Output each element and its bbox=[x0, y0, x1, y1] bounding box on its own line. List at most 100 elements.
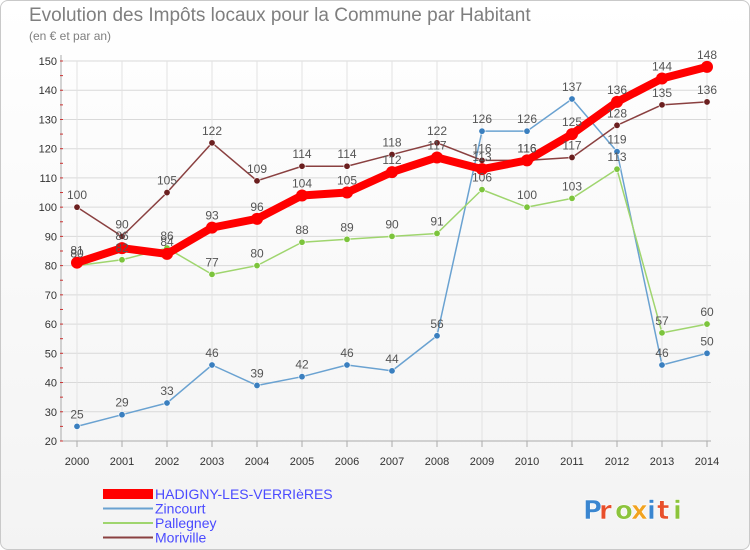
data-point bbox=[613, 165, 621, 173]
data-label: 89 bbox=[340, 220, 354, 234]
y-tick-label: 90 bbox=[45, 231, 57, 243]
data-point bbox=[118, 232, 126, 240]
y-tick-label: 140 bbox=[39, 85, 57, 97]
y-tick-label: 120 bbox=[39, 144, 57, 156]
logo-letter: t bbox=[657, 496, 669, 526]
data-label: 114 bbox=[337, 147, 356, 161]
data-point bbox=[523, 127, 531, 135]
data-point bbox=[658, 101, 666, 109]
data-point bbox=[613, 121, 621, 129]
legend-item: Pallegney bbox=[103, 515, 217, 531]
data-label: 100 bbox=[517, 188, 537, 202]
data-point bbox=[656, 72, 668, 85]
y-tick-label: 130 bbox=[39, 114, 57, 126]
data-label: 81 bbox=[70, 244, 84, 258]
y-tick-label: 30 bbox=[45, 407, 57, 419]
data-point bbox=[658, 361, 666, 369]
data-label: 44 bbox=[385, 352, 399, 366]
legend-label: Pallegney bbox=[155, 515, 217, 531]
data-point bbox=[298, 238, 306, 246]
data-label: 60 bbox=[700, 305, 714, 319]
data-point bbox=[116, 242, 128, 255]
data-label: 126 bbox=[472, 112, 492, 126]
data-label: 117 bbox=[427, 138, 446, 152]
data-label: 77 bbox=[205, 255, 219, 269]
data-label: 91 bbox=[430, 214, 444, 228]
data-point bbox=[703, 349, 711, 357]
data-label: 137 bbox=[562, 80, 582, 94]
data-point bbox=[388, 367, 396, 375]
data-point bbox=[478, 186, 486, 194]
data-label: 57 bbox=[655, 314, 669, 328]
data-label: 112 bbox=[382, 153, 401, 167]
x-tick-label: 2014 bbox=[695, 456, 719, 468]
legend-item: Moriville bbox=[103, 530, 207, 546]
data-point bbox=[568, 153, 576, 161]
y-tick-label: 40 bbox=[45, 378, 57, 390]
y-tick-label: 70 bbox=[45, 290, 57, 302]
y-tick-label: 50 bbox=[45, 348, 57, 360]
data-label: 116 bbox=[517, 141, 536, 155]
y-tick-label: 150 bbox=[39, 56, 57, 68]
data-point bbox=[343, 235, 351, 243]
data-point bbox=[431, 151, 443, 164]
data-point bbox=[478, 127, 486, 135]
data-label: 56 bbox=[430, 317, 444, 331]
data-point bbox=[208, 361, 216, 369]
data-label: 82 bbox=[115, 241, 129, 255]
data-label: 33 bbox=[160, 384, 174, 398]
data-point bbox=[658, 329, 666, 337]
x-tick-label: 2000 bbox=[65, 456, 89, 468]
x-tick-label: 2012 bbox=[605, 456, 629, 468]
y-tick-label: 20 bbox=[45, 436, 57, 448]
data-label: 113 bbox=[607, 150, 626, 164]
data-point bbox=[253, 381, 261, 389]
logo-letter: i bbox=[673, 496, 682, 526]
data-point bbox=[118, 256, 126, 264]
data-point bbox=[568, 95, 576, 103]
data-point bbox=[701, 60, 713, 73]
data-point bbox=[161, 247, 173, 260]
data-label: 122 bbox=[427, 124, 447, 138]
data-label: 106 bbox=[472, 171, 492, 185]
data-point bbox=[73, 422, 81, 430]
x-tick-label: 2008 bbox=[425, 456, 449, 468]
legend-label: Zincourt bbox=[155, 501, 206, 517]
data-point bbox=[433, 332, 441, 340]
data-label: 105 bbox=[337, 174, 357, 188]
x-tick-label: 2007 bbox=[380, 456, 404, 468]
series-moriville bbox=[73, 98, 711, 240]
series-hadigny-les-verri-res bbox=[71, 60, 713, 269]
data-point bbox=[613, 148, 621, 156]
data-label: 103 bbox=[562, 179, 582, 193]
data-label: 148 bbox=[697, 48, 717, 62]
data-label: 46 bbox=[655, 346, 669, 360]
grid-lines bbox=[61, 60, 711, 442]
data-label: 80 bbox=[250, 247, 264, 261]
data-label: 86 bbox=[160, 229, 174, 243]
x-tick-label: 2011 bbox=[560, 456, 584, 468]
data-point bbox=[341, 186, 353, 199]
x-tick-label: 2006 bbox=[335, 456, 359, 468]
data-point bbox=[703, 320, 711, 328]
axes bbox=[60, 55, 711, 447]
logo-letter: o bbox=[615, 496, 633, 526]
data-label: 25 bbox=[70, 407, 84, 421]
data-point bbox=[71, 256, 83, 269]
data-label: 86 bbox=[115, 229, 129, 243]
x-tick-label: 2009 bbox=[470, 456, 494, 468]
data-label: 136 bbox=[607, 83, 627, 97]
data-point bbox=[343, 361, 351, 369]
data-point bbox=[208, 270, 216, 278]
data-point bbox=[611, 95, 623, 108]
y-tick-label: 110 bbox=[39, 173, 57, 185]
data-label: 144 bbox=[652, 60, 672, 74]
data-point bbox=[386, 166, 398, 179]
legend-label: Moriville bbox=[155, 530, 207, 546]
data-label: 39 bbox=[250, 366, 264, 380]
logo-letter: P bbox=[583, 496, 602, 526]
x-tick-label: 2003 bbox=[200, 456, 224, 468]
data-label: 100 bbox=[67, 188, 87, 202]
data-label: 46 bbox=[205, 346, 219, 360]
